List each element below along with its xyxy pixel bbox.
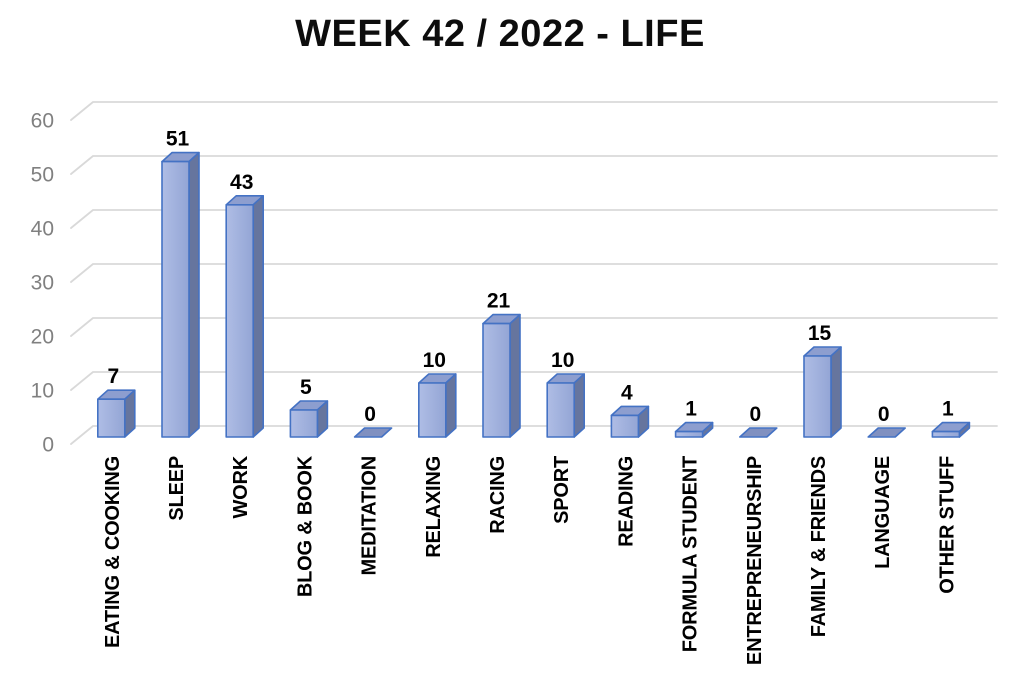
bar-front-face: [289, 409, 319, 438]
value-label: 15: [808, 322, 832, 345]
bar-front-face: [931, 430, 961, 438]
bar-front-face: [97, 398, 126, 438]
category-label: BLOG & BOOK: [294, 455, 316, 597]
bar-side-face: [830, 346, 842, 438]
y-axis-tick-label: 20: [31, 326, 54, 349]
value-label: 43: [230, 171, 253, 194]
value-label: 51: [166, 128, 190, 151]
value-label: 10: [423, 349, 446, 372]
bar-other-stuff: 1 OTHER STUFF: [931, 398, 971, 594]
gridline: [70, 317, 998, 337]
category-label: RACING: [487, 456, 509, 534]
bar-formula-student: 1 FORMULA STUDENT: [674, 398, 714, 652]
category-label: SPORT: [551, 456, 573, 524]
bar-side-face: [444, 373, 457, 438]
value-label: 5: [300, 376, 312, 399]
bar-language: 0 LANGUAGE: [867, 403, 907, 569]
category-label: RELAXING: [423, 456, 445, 558]
y-axis-tick-label: 10: [31, 380, 54, 403]
bar-front-face: [803, 355, 832, 438]
bar-front-face: [610, 414, 640, 438]
category-label: LANGUAGE: [872, 456, 894, 569]
value-label: 7: [107, 365, 119, 388]
bar-side-face: [509, 313, 521, 438]
y-axis-tick-label: 60: [31, 110, 54, 133]
y-axis-tick-label: 30: [31, 272, 54, 295]
value-label: 21: [487, 290, 511, 313]
bar-eating-cooking: 7 EATING & COOKING: [97, 365, 136, 648]
category-label: MEDITATION: [359, 456, 381, 575]
value-label: 0: [749, 403, 761, 426]
gridline: [70, 209, 998, 229]
bar-side-face: [124, 389, 136, 438]
bar-front-face: [482, 322, 511, 438]
bar-meditation: 0 MEDITATION: [353, 403, 393, 575]
gridline: [70, 263, 998, 283]
category-label: EATING & COOKING: [102, 456, 124, 648]
bar-sport: 10 SPORT: [546, 349, 586, 524]
value-label: 10: [551, 349, 574, 372]
bar-blog-book: 5 BLOG & BOOK: [289, 376, 329, 597]
bar-work: 43 WORK: [225, 171, 265, 519]
value-label: 0: [878, 403, 890, 426]
gridline: [70, 371, 998, 391]
value-label: 4: [621, 381, 633, 404]
gridline: [70, 101, 998, 121]
category-label: READING: [615, 456, 637, 547]
value-label: 0: [364, 403, 376, 426]
bar-side-face: [573, 373, 586, 438]
bar-front-face: [417, 382, 447, 438]
category-label: WORK: [230, 455, 252, 518]
bar-racing: 21 RACING: [482, 290, 521, 534]
bar-zero-slab: [867, 427, 907, 438]
bar-family-friends: 15 FAMILY & FRIENDS: [803, 322, 842, 637]
bar-side-face: [252, 195, 265, 438]
bar-zero-slab: [353, 427, 393, 438]
bar-zero-slab: [738, 427, 778, 438]
category-label: ENTREPRENEURSHIP: [744, 456, 766, 665]
bar-front-face: [546, 382, 576, 438]
bar-side-face: [188, 151, 200, 438]
chart-title: WEEK 42 / 2022 - LIFE: [295, 13, 705, 55]
gridline: [70, 425, 998, 445]
bar-sleep: 51 SLEEP: [161, 128, 200, 521]
bar-series: 7 EATING & COOKING 51 SLEEP 43 WORK 5 BLOG & BO…: [97, 128, 971, 665]
bar-reading: 4 READING: [610, 381, 650, 547]
y-axis-tick-label: 40: [31, 218, 54, 241]
y-axis-tick-label: 0: [42, 434, 54, 457]
gridline: [70, 155, 998, 175]
bar-front-face: [225, 204, 254, 438]
category-label: OTHER STUFF: [936, 456, 958, 594]
category-label: FORMULA STUDENT: [680, 456, 702, 652]
category-label: FAMILY & FRIENDS: [808, 456, 830, 637]
value-label: 1: [685, 398, 697, 421]
y-axis-tick-label: 50: [31, 164, 54, 187]
category-label: SLEEP: [166, 456, 188, 521]
bar-relaxing: 10 RELAXING: [417, 349, 457, 558]
value-label: 1: [942, 398, 954, 421]
bar-front-face: [674, 430, 704, 438]
bar-front-face: [161, 160, 190, 438]
bar-entrepreneurship: 0 ENTREPRENEURSHIP: [738, 403, 778, 665]
